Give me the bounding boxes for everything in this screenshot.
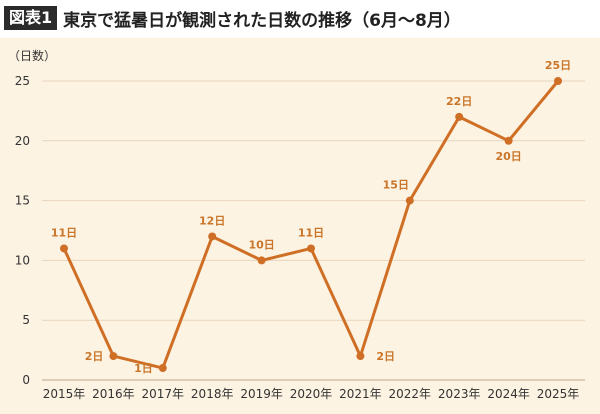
data-label: 15日 [383, 179, 409, 192]
x-tick-label: 2020年 [290, 387, 333, 401]
data-point [554, 77, 562, 85]
data-label: 2日 [376, 350, 395, 363]
gridlines [42, 80, 585, 381]
data-label: 11日 [298, 226, 324, 239]
data-point [257, 256, 266, 265]
chart-panel [0, 38, 600, 414]
chart-title: 東京で猛暑日が観測された日数の推移（6月〜8月） [63, 10, 461, 31]
data-label: 12日 [199, 214, 225, 227]
y-tick-label: 25 [15, 74, 30, 88]
data-label: 1日 [134, 362, 153, 375]
data-label: 11日 [51, 226, 77, 239]
data-label: 20日 [495, 150, 521, 163]
y-tick-label: 15 [15, 194, 30, 208]
data-point [504, 136, 513, 145]
y-axis-label: （日数） [8, 48, 56, 63]
data-point [405, 196, 414, 205]
data-point [60, 244, 68, 253]
x-tick-label: 2015年 [43, 387, 86, 401]
x-tick-label: 2018年 [191, 387, 234, 401]
data-point [356, 352, 365, 361]
y-tick-label: 5 [22, 313, 30, 327]
data-label: 2日 [85, 350, 104, 363]
x-tick-label: 2017年 [142, 387, 185, 401]
data-point [307, 244, 315, 253]
data-points [60, 77, 562, 373]
data-label: 22日 [446, 95, 472, 108]
x-axis-ticks: 2015年 2016年 2017年 2018年 2019年 2020年 2021年 2022年… [43, 387, 580, 401]
data-label: 10日 [248, 238, 274, 251]
data-point [455, 112, 464, 121]
y-tick-label: 0 [22, 373, 30, 387]
data-label: 25日 [545, 59, 571, 72]
data-labels: 11日 2日 1日 12日 10日 11日 2日 15日 22日 20日 25日 [51, 59, 571, 375]
x-tick-label: 2024年 [487, 387, 530, 401]
x-tick-label: 2019年 [240, 387, 283, 401]
data-point [109, 352, 118, 361]
series-line [62, 79, 560, 370]
y-tick-label: 20 [15, 134, 30, 148]
x-tick-label: 2016年 [92, 387, 135, 401]
figure-tag: 図表1 [4, 6, 58, 30]
x-tick-label: 2022年 [389, 387, 432, 401]
series-line-group [62, 79, 560, 370]
figure-header: 図表1 東京で猛暑日が観測された日数の推移（6月〜8月） [0, 0, 600, 36]
x-tick-label: 2025年 [537, 387, 580, 401]
data-point [208, 232, 217, 241]
y-axis-ticks: 0 5 10 15 20 25 [15, 74, 30, 387]
x-tick-label: 2023年 [438, 387, 481, 401]
data-point [158, 364, 167, 373]
x-tick-label: 2021年 [339, 387, 382, 401]
y-tick-label: 10 [15, 253, 30, 267]
